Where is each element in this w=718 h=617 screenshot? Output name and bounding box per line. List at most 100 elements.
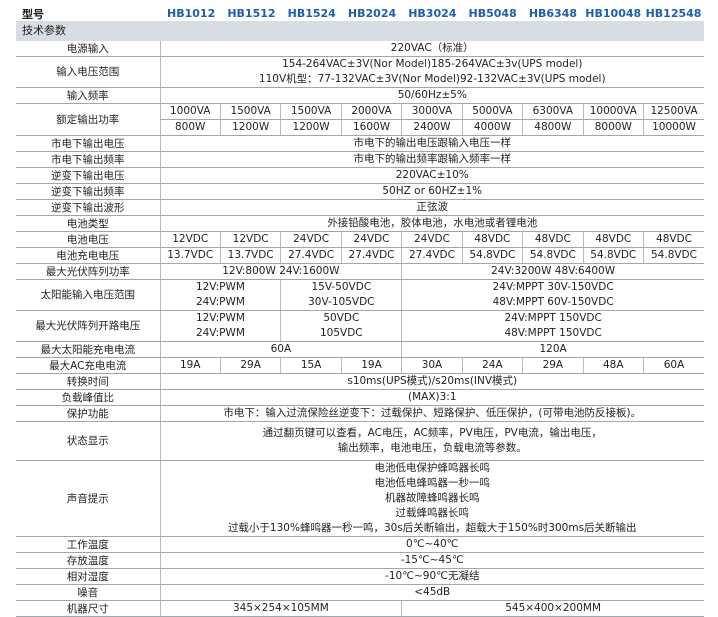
spec-value-line: 市电下的输出电压跟输入电压一样	[353, 137, 512, 149]
spec-row: 保护功能 市电下：输入过流保险丝逆变下：过载保护、短路保护、低压保护，(可带电池防…	[16, 405, 704, 422]
spec-value-line: 30A	[421, 359, 443, 371]
model-name: HB1524	[287, 7, 336, 20]
spec-row: 800W 1200W 1200W 1600W 2400W 4000W 4800W 8000W 1…	[16, 119, 704, 136]
spec-label: 电池充电电压	[16, 247, 160, 264]
spec-value-line: 54.8VDC	[590, 249, 637, 261]
spec-value-line: 5000VA	[472, 105, 513, 117]
spec-value-line: 24VDC	[293, 233, 330, 245]
spec-value-line: 1500VA	[230, 105, 271, 117]
spec-row: 额定输出功率 1000VA 1500VA 1500VA 2000VA 3000VA 5000…	[16, 103, 704, 136]
spec-row: 工作温度 0℃~40℃	[16, 536, 704, 553]
spec-value: 54.8VDC	[461, 247, 523, 264]
spec-label: 转换时间	[16, 373, 160, 390]
spec-value: 545×400×200MM	[401, 600, 704, 617]
spec-value-line: 市电下的输出频率跟输入频率一样	[353, 153, 512, 165]
spec-value: 1500VA	[280, 103, 342, 120]
spec-row: 最大太阳能充电电流 60A 120A	[16, 341, 704, 358]
spec-value: 12VDC	[219, 231, 281, 248]
spec-value: 54.8VDC	[582, 247, 644, 264]
spec-value: 24VDC	[340, 231, 402, 248]
spec-label: 最大光伏阵列开路电压	[16, 310, 160, 342]
spec-value-line: 13.7VDC	[167, 249, 214, 261]
spec-value: 12V:800W 24V:1600W	[159, 263, 402, 280]
spec-value-line: s10ms(UPS模式)/s20ms(INV模式)	[347, 375, 518, 387]
spec-row: 声音提示 电池低电保护蜂鸣器长鸣 电池低电蜂鸣器一秒一鸣 机器故障蜂鸣器长鸣 过载蜂鸣器…	[16, 460, 704, 537]
spec-label: 机器尺寸	[16, 600, 160, 617]
spec-value: 54.8VDC	[643, 247, 704, 264]
spec-label: 工作温度	[16, 536, 160, 553]
spec-value-line: 12VDC	[232, 233, 269, 245]
spec-value-line: 24V:MPPT 30V-150VDC	[492, 281, 614, 293]
spec-value-line: 12V:PWM	[195, 281, 245, 293]
spec-label: 声音提示	[16, 460, 160, 537]
spec-value-line: 48VDC	[595, 233, 632, 245]
spec-value: 1200W	[280, 119, 342, 136]
spec-value: -10℃~90℃无凝结	[159, 568, 704, 585]
spec-row: 转换时间 s10ms(UPS模式)/s20ms(INV模式)	[16, 373, 704, 390]
spec-value-line: -15℃~45℃	[400, 554, 464, 566]
spec-value: <45dB	[159, 584, 704, 601]
spec-value-line: 19A	[361, 359, 382, 371]
model-name: HB12548	[645, 7, 702, 20]
spec-value-line: 1200W	[232, 121, 270, 133]
spec-value-line: 110V机型：77-132VAC±3V(Nor Model)92-132VAC±…	[258, 73, 606, 85]
spec-value: 13.7VDC	[159, 247, 221, 264]
model-name: HB1012	[167, 7, 216, 20]
spec-value: 48VDC	[582, 231, 644, 248]
spec-label: 负载峰值比	[16, 389, 160, 406]
spec-value: -15℃~45℃	[159, 552, 704, 569]
spec-value: 12V:PWM 24V:PWM	[159, 279, 281, 311]
spec-value: 13.7VDC	[219, 247, 281, 264]
spec-value: 154-264VAC±3V(Nor Model)185-264VAC±3v(UP…	[159, 56, 704, 88]
spec-value-line: 24V:PWM	[195, 296, 245, 308]
spec-value: 220VAC（标准）	[159, 41, 704, 57]
spec-value-line: 2000VA	[351, 105, 392, 117]
spec-value-line: 29A	[542, 359, 564, 371]
spec-value-line: 12V:800W 24V:1600W	[222, 265, 340, 277]
spec-value: 24V:3200W 48V:6400W	[401, 263, 704, 280]
spec-value-line: 120A	[539, 343, 567, 355]
spec-value: 正弦波	[159, 199, 704, 216]
spec-row: 电源输入 220VAC（标准）	[16, 41, 704, 57]
spec-value-line: 外接铅酸电池，胶体电池，水电池或者锂电池	[327, 217, 538, 229]
spec-row: 相对湿度 -10℃~90℃无凝结	[16, 568, 704, 585]
spec-label: 电池类型	[16, 215, 160, 232]
spec-value-line: 54.8VDC	[529, 249, 576, 261]
spec-label: 噪音	[16, 584, 160, 601]
spec-row: 噪音 <45dB	[16, 584, 704, 601]
spec-value-line: 电池低电蜂鸣器一秒一鸣	[374, 477, 491, 489]
spec-value-line: 54.8VDC	[469, 249, 516, 261]
spec-label: 电池电压	[16, 231, 160, 248]
model-name: HB6348	[528, 7, 578, 20]
spec-label: 电源输入	[16, 41, 160, 57]
spec-value: 50/60Hz±5%	[159, 87, 704, 104]
spec-value: 电池低电保护蜂鸣器长鸣 电池低电蜂鸣器一秒一鸣 机器故障蜂鸣器长鸣 过载蜂鸣器长鸣 过载…	[159, 460, 704, 537]
spec-value: 15A	[280, 357, 342, 374]
spec-row: 太阳能输入电压范围 12V:PWM 24V:PWM 15V-50VDC 30V-105V…	[16, 279, 704, 311]
spec-value-line: 50HZ or 60HZ±1%	[382, 185, 483, 197]
spec-value-line: <45dB	[414, 586, 451, 598]
spec-value-line: 27.4VDC	[348, 249, 395, 261]
spec-value-line: 4800W	[534, 121, 572, 133]
spec-value-line: 12V:PWM	[195, 312, 245, 324]
spec-row: 输入频率 50/60Hz±5%	[16, 87, 704, 104]
spec-row: 最大AC充电电流 19A 29A 15A 19A 30A 24A 29A 48A 60A	[16, 357, 704, 374]
spec-row: 电池类型 外接铅酸电池，胶体电池，水电池或者锂电池	[16, 215, 704, 232]
spec-value-line: 0℃~40℃	[406, 538, 459, 550]
spec-value-line: 通过翻页键可以查看，AC电压，AC频率，PV电压，PV电流，输出电压，	[262, 427, 602, 439]
spec-value: 24A	[461, 357, 523, 374]
spec-value: 24VDC	[280, 231, 342, 248]
spec-value-line: 60A	[663, 359, 685, 371]
spec-value: 800W	[159, 119, 221, 136]
spec-value: 市电下的输出频率跟输入频率一样	[159, 151, 704, 168]
spec-value: 60A	[159, 341, 402, 358]
spec-value: 60A	[643, 357, 704, 374]
spec-value-line: 24V:3200W 48V:6400W	[491, 265, 616, 277]
spec-value: s10ms(UPS模式)/s20ms(INV模式)	[159, 373, 704, 390]
model-label: 型号	[22, 7, 44, 21]
spec-row: 最大光伏阵列功率 12V:800W 24V:1600W 24V:3200W 48V:…	[16, 263, 704, 280]
spec-value: 10000VA	[582, 103, 644, 120]
spec-value-line: 过载蜂鸣器长鸣	[395, 507, 470, 519]
spec-value: 4000W	[461, 119, 523, 136]
spec-value: 48A	[582, 357, 644, 374]
